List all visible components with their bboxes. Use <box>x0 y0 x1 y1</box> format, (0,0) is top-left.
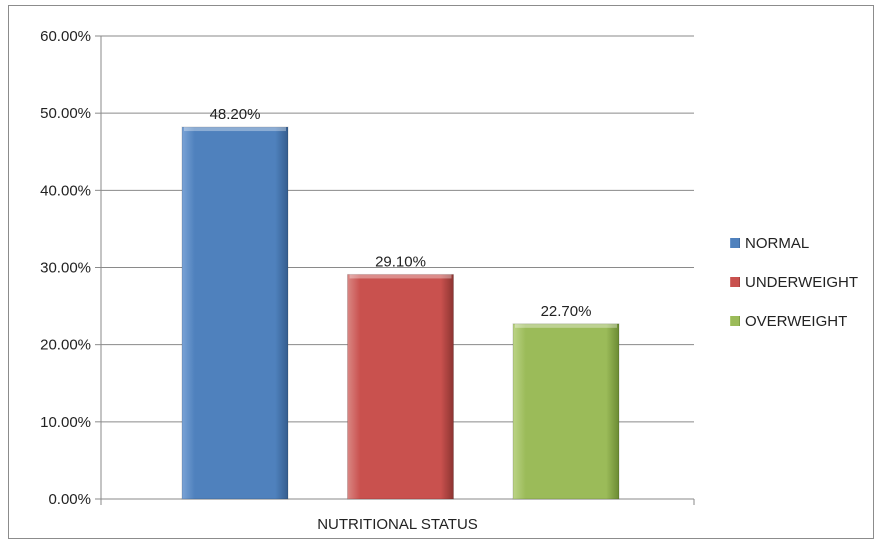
bar-highlight <box>184 127 286 132</box>
y-tick-label: 0.00% <box>48 491 91 508</box>
legend-swatch-normal <box>730 238 740 248</box>
legend-swatch-overweight <box>730 316 740 326</box>
y-tick-label: 30.00% <box>40 260 91 277</box>
y-tick-label: 20.00% <box>40 337 91 354</box>
y-tick-label: 40.00% <box>40 182 91 199</box>
legend-label-overweight: OVERWEIGHT <box>745 313 847 330</box>
bar-normal <box>181 126 289 500</box>
y-tick-label: 10.00% <box>40 414 91 431</box>
data-label-underweight: 29.10% <box>375 253 426 270</box>
data-label-overweight: 22.70% <box>541 303 592 320</box>
legend-swatch-underweight <box>730 277 740 287</box>
y-tick-label: 60.00% <box>40 28 91 45</box>
bar-highlight <box>515 323 617 328</box>
legend-label-normal: NORMAL <box>745 235 809 252</box>
bars <box>181 126 620 500</box>
data-label-normal: 48.20% <box>210 106 261 123</box>
bar-highlight <box>349 274 452 279</box>
y-tick-label: 50.00% <box>40 105 91 122</box>
bar-overweight <box>512 323 620 500</box>
x-axis-title: NUTRITIONAL STATUS <box>317 516 478 533</box>
data-labels: 48.20% 29.10% 22.70% <box>210 106 592 320</box>
legend-label-underweight: UNDERWEIGHT <box>745 274 858 291</box>
bar-underweight <box>347 273 454 500</box>
legend: NORMAL UNDERWEIGHT OVERWEIGHT <box>730 235 858 330</box>
